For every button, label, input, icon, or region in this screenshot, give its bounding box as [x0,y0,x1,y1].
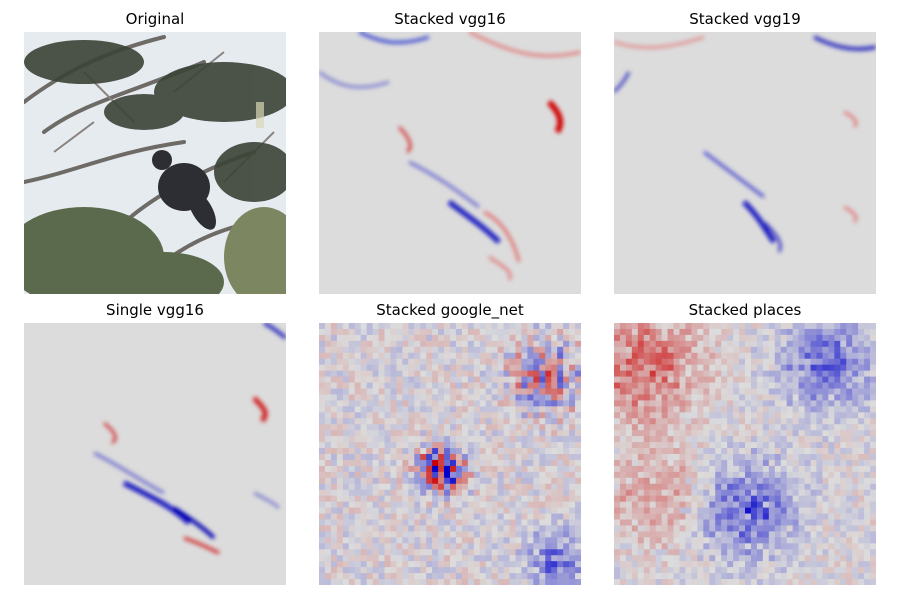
panel-title-stacked-google-net: Stacked google_net [376,301,524,319]
panel-title-single-vgg16: Single vgg16 [106,301,204,319]
panel-title-stacked-vgg19: Stacked vgg19 [689,10,801,28]
heatmap-stacked-vgg16 [319,32,581,294]
heatmap-stacked-places [614,323,876,585]
panel-title-stacked-places: Stacked places [688,301,802,319]
heatmap-single-vgg16 [24,323,286,585]
heatmap-stacked-google-net [319,323,581,585]
heatmap-stacked-vgg19 [614,32,876,294]
panel-title-stacked-vgg16: Stacked vgg16 [394,10,506,28]
panel-title-original: Original [125,10,185,28]
original-photo [24,32,286,294]
